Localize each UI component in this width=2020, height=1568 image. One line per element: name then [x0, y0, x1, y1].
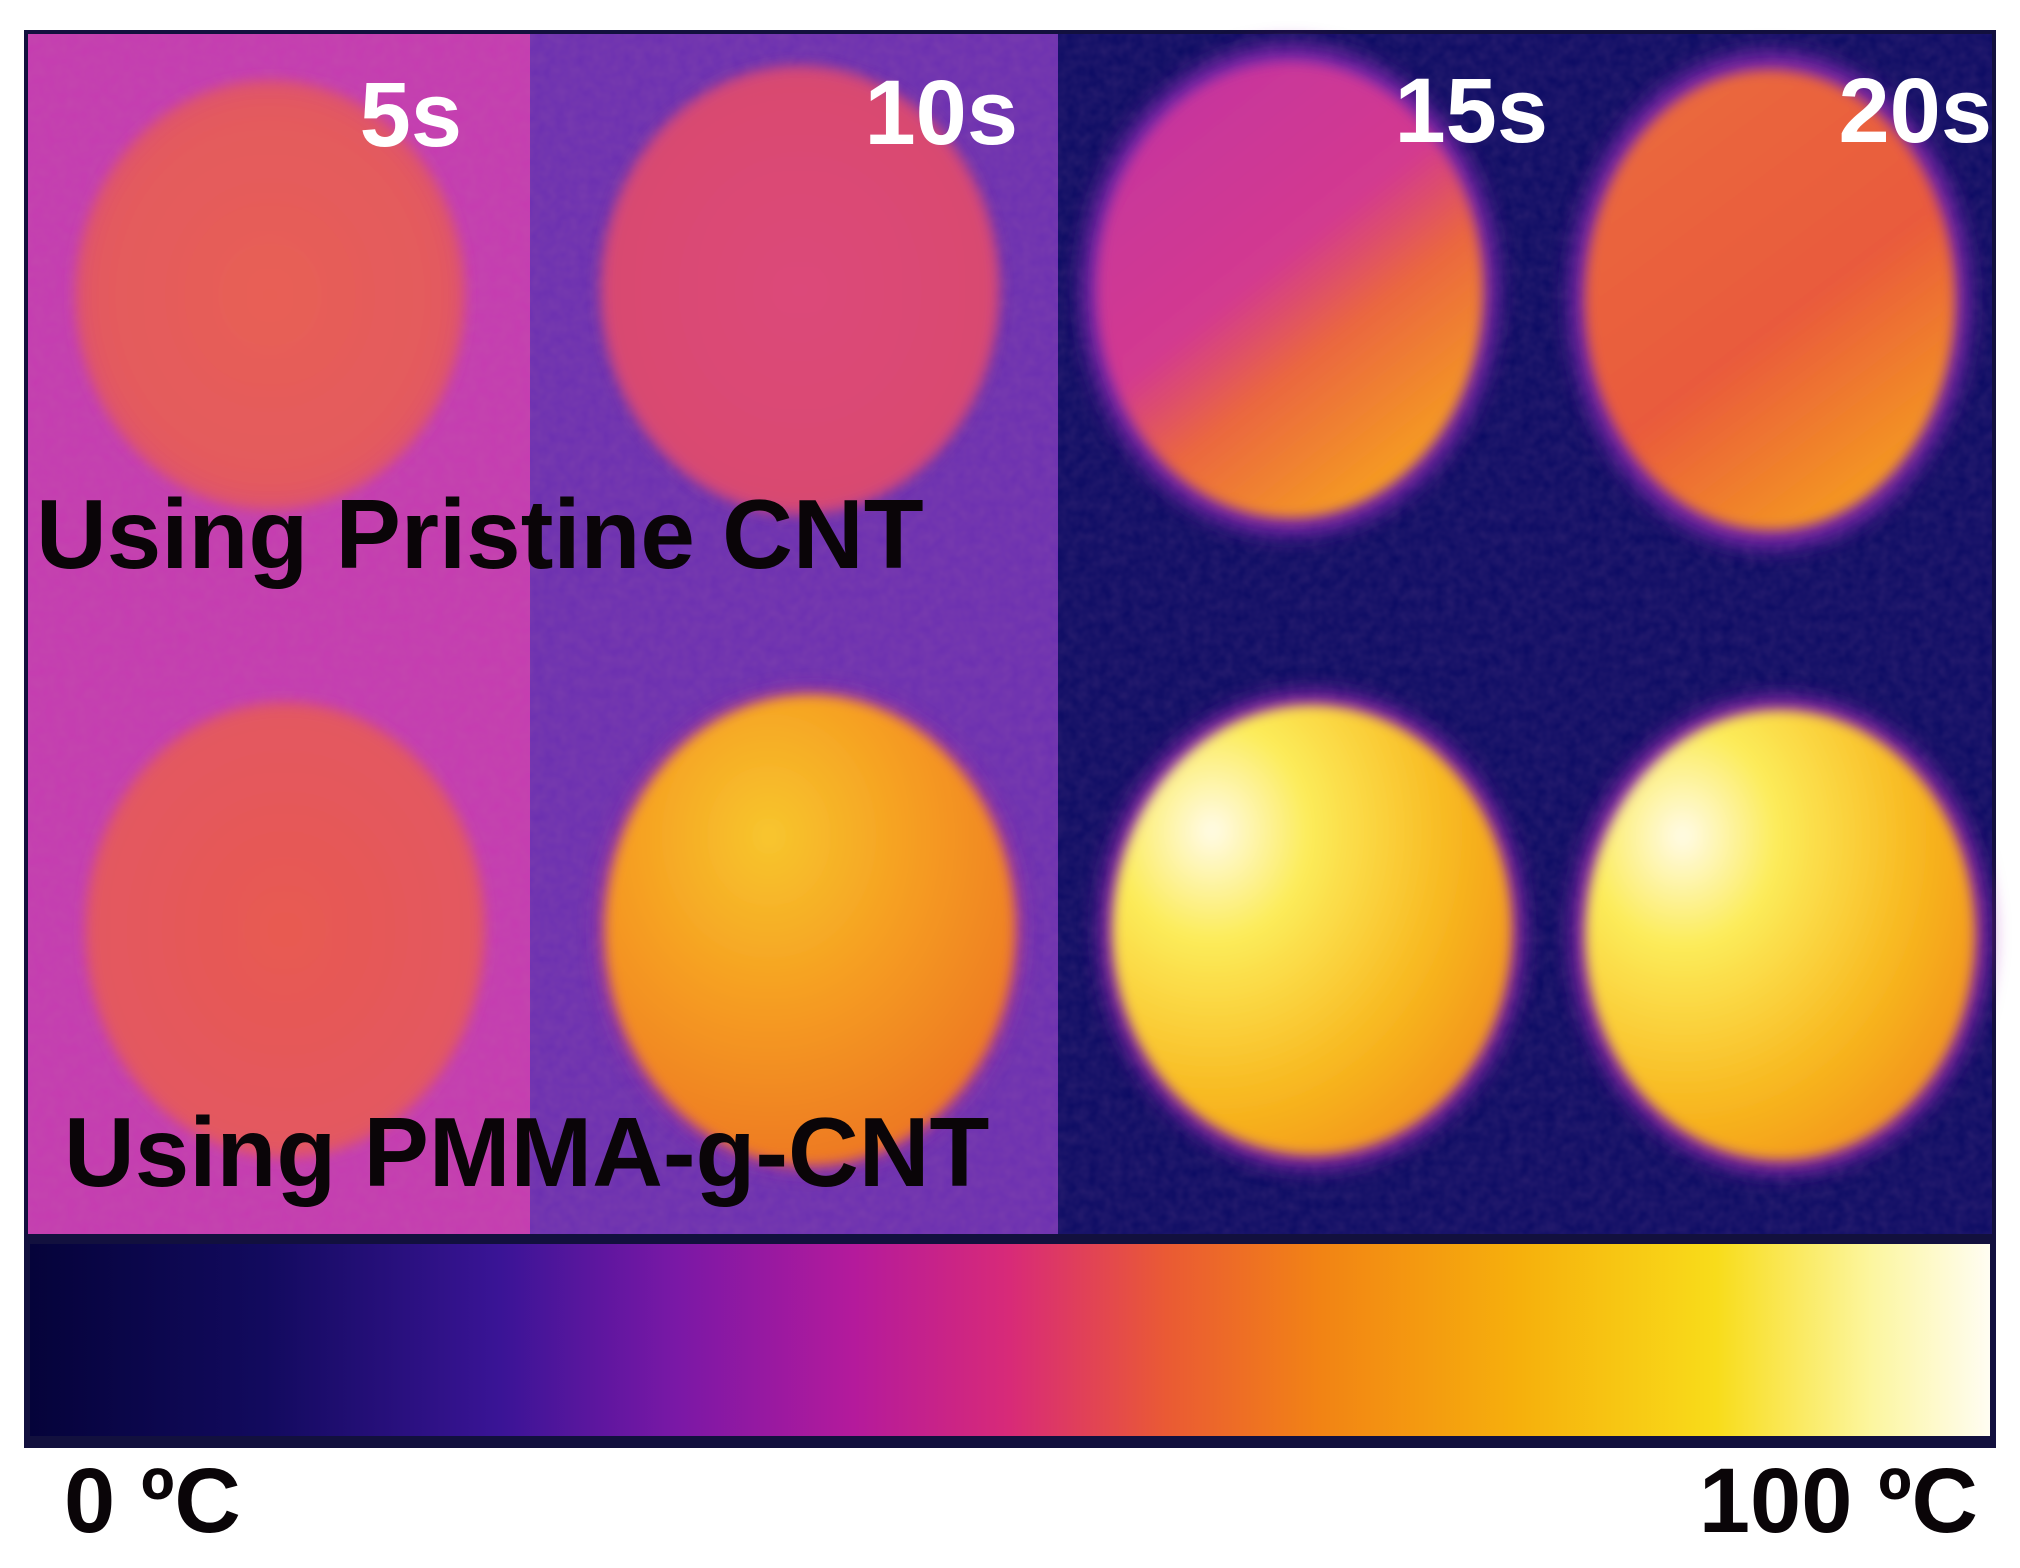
colorbar-gradient — [30, 1244, 1990, 1436]
sample-pristine-20s — [1585, 70, 1955, 530]
colorbar-max-label: 100 ºC — [1699, 1450, 1978, 1552]
time-label-10s: 10s — [865, 62, 1019, 164]
time-label-20s: 20s — [1839, 60, 1993, 162]
sample-pmma-5s — [85, 702, 485, 1158]
samples-pmma-g-cnt — [85, 695, 1975, 1165]
sample-pristine-10s — [600, 65, 1000, 515]
sample-pmma-10s — [605, 695, 1015, 1165]
row-label-pristine-cnt: Using Pristine CNT — [36, 479, 924, 589]
row-label-pmma-g-cnt: Using PMMA-g-CNT — [64, 1097, 989, 1207]
colorbar-min-label: 0 ºC — [64, 1450, 241, 1552]
samples-pristine-cnt — [75, 62, 1955, 530]
sample-pristine-5s — [75, 80, 465, 510]
sample-pristine-15s — [1097, 62, 1483, 518]
time-label-15s: 15s — [1395, 60, 1549, 162]
sample-pmma-15s — [1112, 705, 1512, 1155]
sample-pmma-20s — [1585, 710, 1975, 1160]
time-label-5s: 5s — [360, 64, 462, 166]
